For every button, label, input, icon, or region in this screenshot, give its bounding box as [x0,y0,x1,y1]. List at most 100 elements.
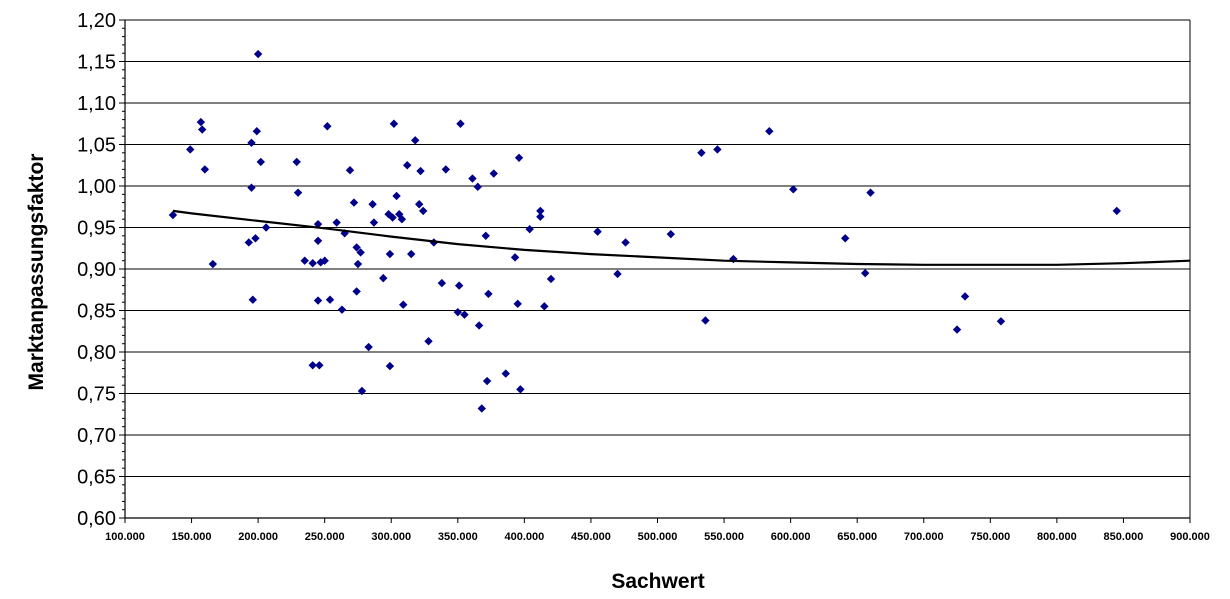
data-point [384,210,393,219]
data-point [484,289,493,299]
data-point [186,145,195,154]
data-point [313,236,323,245]
x-tick-label: 100.000 [105,531,145,543]
data-point [454,281,464,290]
data-point [403,161,412,170]
data-point [345,166,355,175]
data-point [247,183,256,192]
data-point [510,253,520,262]
x-tick-label: 350.000 [438,531,478,543]
data-point [247,138,256,148]
y-tick-label: 0,80 [77,342,116,364]
trendline-group [172,209,1191,266]
data-point [168,210,178,220]
data-point [437,278,447,288]
data-point [349,198,359,207]
data-point [489,169,498,178]
data-point [473,182,482,192]
data-point [320,256,329,265]
data-point [697,148,706,157]
data-point [357,386,367,396]
x-tick-label: 900.000 [1170,531,1210,543]
x-tick-label: 250.000 [305,531,345,543]
data-point [474,321,484,330]
data-point [536,206,545,216]
data-point [415,200,424,209]
data-point [477,404,486,413]
x-tick-label: 600.000 [771,531,811,543]
y-tick-label: 0,85 [77,301,116,323]
data-point [198,125,207,134]
y-tick-label: 0,95 [77,218,116,240]
data-point [369,218,379,227]
y-tick-label: 1,05 [77,135,116,157]
data-point [960,292,970,301]
data-point [200,165,210,174]
data-point [315,361,324,370]
data-point [352,287,361,296]
data-point [313,296,323,305]
data-point [293,188,303,197]
data-point [1112,206,1121,216]
y-axis-ticks: 0,60 0,65 0,70 0,75 0,80 0,85 0,90 0,95 1,00 1,05… [77,10,125,530]
data-point [379,273,388,283]
data-point [368,200,377,209]
data-point [337,305,347,314]
x-tick-label: 750.000 [970,531,1010,543]
x-tick-label: 850.000 [1104,531,1144,543]
data-point [248,295,257,304]
x-tick-label: 500.000 [638,531,678,543]
data-points [168,49,1121,413]
x-tick-label: 800.000 [1037,531,1077,543]
data-point [244,238,254,247]
x-tick-label: 550.000 [704,531,744,543]
trendline [172,209,1191,266]
data-point [253,49,263,59]
data-point [308,258,317,268]
data-point [399,300,408,309]
data-point [196,117,206,127]
data-point [525,224,534,234]
x-tick-label: 200.000 [238,531,278,543]
y-tick-label: 1,20 [77,10,116,32]
x-axis-ticks: 100.000 150.000 200.000 250.000 300.000 350.0… [105,518,1210,543]
data-point [395,210,404,219]
data-point [613,269,622,279]
y-tick-label: 0,70 [77,425,116,447]
data-point [540,302,549,311]
data-point [397,215,407,224]
data-point [208,259,218,269]
gridlines [125,19,1190,477]
data-point [453,307,463,317]
data-point [385,249,395,259]
data-point [666,229,676,239]
x-tick-label: 450.000 [571,531,611,543]
data-point [251,234,260,243]
data-point [340,229,349,238]
data-point [256,157,265,167]
data-point [789,185,798,194]
x-tick-label: 300.000 [371,531,411,543]
data-point [501,369,510,378]
data-point [300,256,309,265]
x-tick-label: 400.000 [504,531,544,543]
data-point [482,376,492,386]
data-point [701,316,710,325]
data-point [332,218,341,227]
data-point [392,191,401,201]
x-tick-label: 650.000 [837,531,877,543]
data-point [416,166,425,176]
y-tick-label: 1,00 [77,176,116,198]
y-tick-label: 1,10 [77,93,116,115]
data-point [996,317,1006,326]
data-point [323,122,332,131]
data-point [765,127,774,136]
data-point [411,136,420,145]
data-point [516,385,525,394]
data-point [441,165,451,174]
data-point [514,153,524,162]
data-point [364,342,373,352]
data-point [353,259,363,269]
data-point [952,325,962,334]
